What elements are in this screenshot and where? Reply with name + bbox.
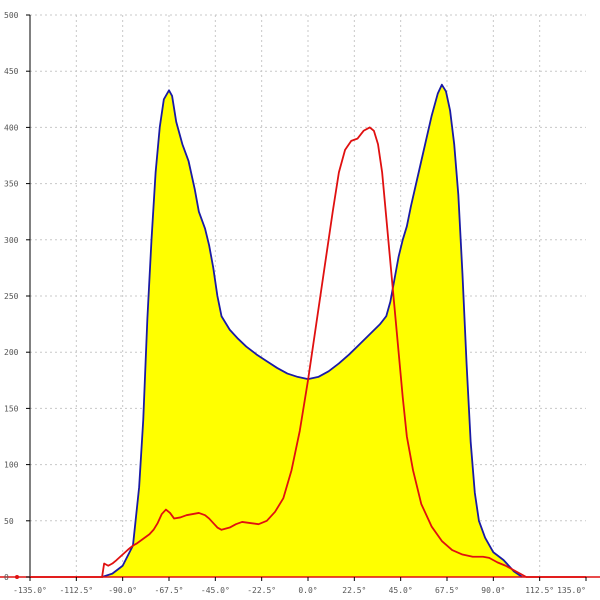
x-tick-label: 112.5° [525, 586, 554, 595]
series-layer [30, 83, 586, 578]
x-tick-label: -45.0° [201, 586, 230, 595]
series-0-line [101, 83, 523, 578]
x-tick-label: 0.0° [298, 586, 317, 595]
y-tick-label: 350 [4, 180, 19, 189]
x-tick-label: -112.5° [59, 586, 93, 595]
y-tick-label: 50 [4, 517, 14, 526]
x-tick-label: -90.0° [108, 586, 137, 595]
y-tick-label: 150 [4, 404, 19, 413]
y-tick-label: 500 [4, 11, 19, 20]
y-tick-label: 300 [4, 236, 19, 245]
y-tick-label: 450 [4, 67, 19, 76]
x-tick-label: -67.5° [155, 586, 184, 595]
y-tick-label: 100 [4, 461, 19, 470]
x-tick-label: 67.5° [435, 586, 459, 595]
x-tick-label: -135.0° [13, 586, 47, 595]
x-tick-label: 45.0° [389, 586, 413, 595]
y-tick-label: 400 [4, 123, 19, 132]
x-tick-label: 90.0° [481, 586, 505, 595]
series-0-area [102, 84, 523, 578]
y-tick-label: 250 [4, 292, 19, 301]
axis-origin-marker [15, 575, 19, 579]
x-tick-label: 22.5° [342, 586, 366, 595]
x-tick-label: 135.0° [557, 586, 586, 595]
series-1-line [30, 126, 586, 578]
y-tick-label: 200 [4, 348, 19, 357]
x-tick-label: -22.5° [247, 586, 276, 595]
y-tick-label: 0 [4, 573, 9, 582]
tick-labels: 0 50 100 150 200 250 300 350 400 450 500 -135.0° -11… [4, 11, 587, 595]
